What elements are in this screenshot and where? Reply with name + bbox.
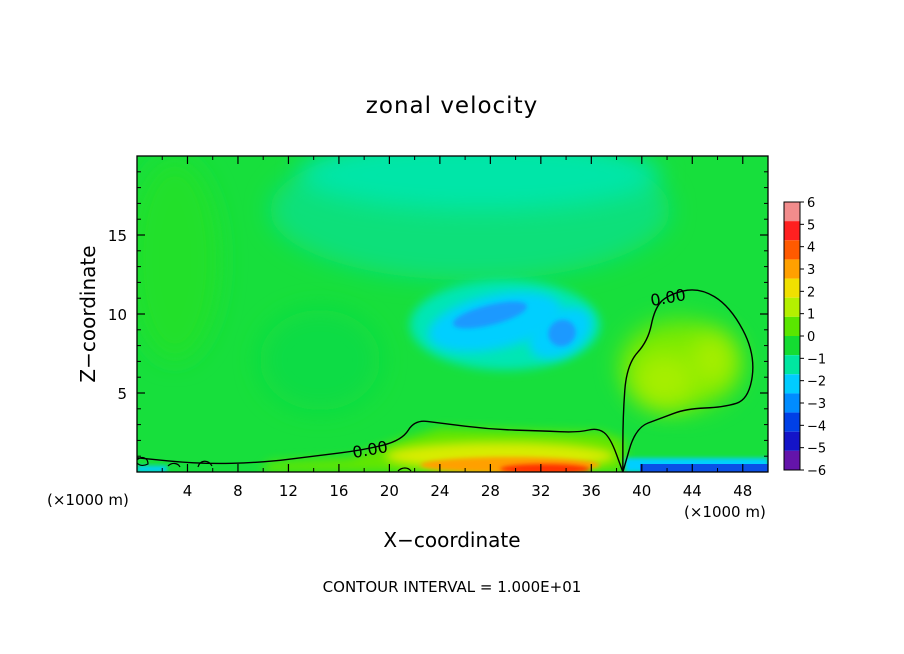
field-jet-core-2 [548,319,576,347]
colorbar-swatch [784,450,800,470]
x-tick-label: 16 [329,482,348,500]
field-jet-core-1 [453,301,527,329]
x-unit-right: (×1000 m) [684,503,766,521]
colorbar-label: 6 [807,196,815,211]
contour-interval-note: CONTOUR INTERVAL = 1.000E+01 [323,578,582,596]
y-axis-label: Z−coordinate [76,245,100,382]
field-surface-cyan-left [137,466,167,472]
field-surface-red [500,464,590,472]
y-tick-label: 5 [117,385,127,403]
x-tick-label: 24 [430,482,449,500]
colorbar-label: −4 [807,419,826,434]
contour-field [137,156,768,472]
colorbar-label: −6 [807,464,826,479]
x-tick-label: 44 [683,482,702,500]
field-negative-band [300,156,660,210]
colorbar-swatch [784,259,800,279]
colorbar-label: 3 [807,263,815,278]
contour-loop-3 [197,460,213,468]
colorbar-label: −3 [807,397,826,412]
x-axis: 4 8 12 16 20 24 28 32 36 40 44 48 [161,156,752,500]
field-positive-core [633,352,697,408]
x-tick-label: 20 [380,482,399,500]
colorbar-swatch [784,316,800,336]
colorbar-label: 1 [807,308,815,323]
colorbar-swatch [784,355,800,375]
colorbar-label: −5 [807,442,826,457]
x-tick-label: 12 [279,482,298,500]
colorbar-label: 5 [807,218,815,233]
field-surface-blue [640,464,768,472]
colorbar-swatch [784,278,800,298]
zero-contour-line [137,420,624,472]
x-tick-label: 40 [632,482,651,500]
zero-contours [137,289,754,472]
colorbar-swatch [784,336,800,356]
colorbar-label: −1 [807,352,826,367]
colorbar-label: 0 [807,330,815,345]
x-unit-left: (×1000 m) [47,491,129,509]
colorbar-swatch [784,431,800,451]
y-tick-label: 10 [108,306,127,324]
x-tick-label: 4 [183,482,193,500]
contour-loop-1 [136,456,149,466]
colorbar-label: 2 [807,285,815,300]
x-tick-label: 8 [233,482,243,500]
colorbar-swatch [784,297,800,317]
chart-title: zonal velocity [366,93,538,119]
colorbar-swatch [784,240,800,260]
y-tick-label: 15 [108,227,127,245]
x-axis-label: X−coordinate [383,528,520,552]
x-tick-label: 36 [582,482,601,500]
y-axis: 5 10 15 [108,171,768,457]
contour-loop-4 [397,467,412,472]
contour-loop-2 [167,462,181,468]
colorbar-swatch [784,374,800,394]
x-tick-label: 48 [733,482,752,500]
small-contour-loops [136,456,412,472]
field-positive-core-2 [690,334,734,386]
colorbar-label: −2 [807,375,826,390]
colorbar-swatch [784,202,800,222]
colorbar-swatch [784,412,800,432]
colorbar-swatch [784,393,800,413]
zero-contour-line [622,289,754,472]
x-tick-label: 28 [481,482,500,500]
colorbar-label: 4 [807,241,815,256]
x-tick-label: 32 [531,482,550,500]
field-weak-region-mid [260,310,380,410]
colorbar-swatch [784,221,800,241]
field-weak-region-left [137,160,220,360]
colorbar: 6 5 4 3 2 1 0 −1 −2 −3 −4 −5 −6 [783,196,826,479]
